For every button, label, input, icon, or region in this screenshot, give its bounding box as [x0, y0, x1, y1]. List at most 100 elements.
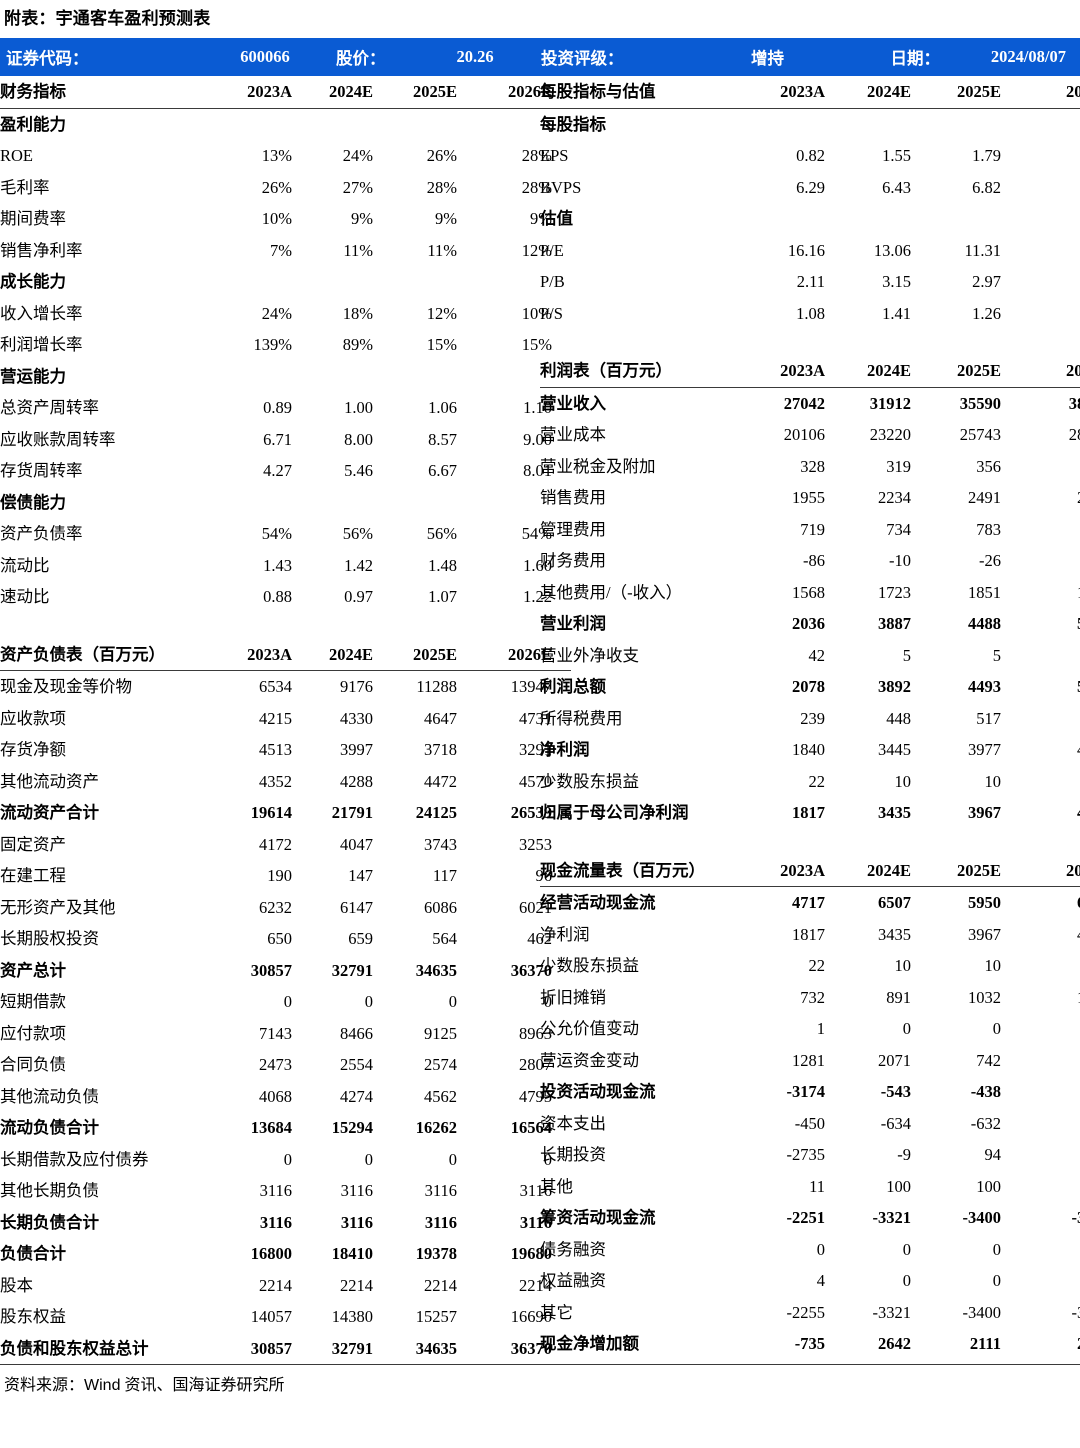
row-value: -634	[880, 1113, 911, 1133]
row-label: 长期借款及应付债券	[0, 1149, 149, 1169]
row-label: 营业外净收支	[540, 645, 639, 665]
source-wind: Wind	[84, 1377, 121, 1394]
row-value: 4570	[519, 771, 552, 791]
row-value: 2642	[878, 1334, 911, 1353]
row-value: 0	[992, 1019, 1001, 1038]
table-row: 总资产周转率 0.89 1.00 1.06 1.10	[0, 392, 571, 424]
row-value: 19680	[510, 1244, 552, 1263]
table-row: BVPS 6.29 6.43 6.82 7.46	[540, 172, 1080, 204]
row-value: 4573	[1013, 919, 1080, 951]
row-value	[745, 108, 833, 140]
row-value: 4215	[259, 708, 292, 728]
table-row: 归属于母公司净利润 1817 3435 3967 4573	[540, 797, 1080, 829]
row-value: 564	[432, 929, 457, 948]
row-value: 3435	[878, 924, 911, 944]
table-row: 投资活动现金流 -3174 -543 -438 -431	[540, 1076, 1080, 1108]
row-value: 56%	[426, 524, 457, 543]
table-row: 营业成本 20106 23220 25743 28067	[540, 419, 1080, 451]
row-value: 22	[808, 771, 826, 791]
cf-col-header-2026e: 2026E	[1013, 854, 1080, 887]
table-row: 利润总额 2078 3892 4493 5178	[540, 671, 1080, 703]
row-value: 462	[527, 929, 552, 948]
row-value: 1.10	[523, 398, 552, 417]
row-value: 11%	[427, 240, 457, 260]
row-value: 8466	[340, 1023, 373, 1043]
row-value: 5173	[1013, 608, 1080, 640]
row-value: 16.16	[787, 240, 825, 260]
row-value: 1.79	[972, 146, 1001, 165]
row-value: 1.00	[344, 398, 373, 417]
row-value: 26%	[261, 177, 292, 197]
row-value: 1.48	[428, 555, 457, 575]
row-value: 8.01	[523, 461, 552, 480]
table-caption: 附表：宇通客车盈利预测表	[4, 9, 211, 28]
row-label: 营运能力	[0, 366, 66, 386]
row-value: 16262	[415, 1118, 457, 1137]
cf-col-header-2025e: 2025E	[921, 854, 1013, 887]
row-value: 6.71	[263, 429, 292, 449]
row-value: -86	[803, 551, 825, 570]
row-value: 18%	[342, 303, 373, 323]
row-value: 659	[348, 929, 373, 948]
row-value: 1.15	[1013, 298, 1080, 330]
row-value: 0	[543, 1149, 552, 1169]
row-value: 4647	[424, 708, 457, 728]
table-row: 流动负债合计 13684 15294 16262 16564	[0, 1112, 571, 1144]
row-value: 328	[800, 456, 825, 476]
row-value: 10	[894, 956, 912, 975]
row-value: 2214	[259, 1275, 292, 1295]
row-value: -3321	[872, 1302, 912, 1322]
row-value: -3174	[786, 1082, 826, 1101]
row-label: 股本	[0, 1275, 33, 1295]
row-label: 财务费用	[540, 551, 606, 570]
row-label: 合同负债	[0, 1055, 66, 1074]
row-value: 21791	[331, 803, 373, 822]
row-value: 4274	[340, 1086, 373, 1106]
row-value: 4583	[1013, 734, 1080, 766]
row-value: 2.07	[1013, 140, 1080, 172]
row-value: 25743	[959, 425, 1001, 444]
row-value: 9176	[340, 677, 373, 696]
row-label: EPS	[540, 146, 569, 165]
bs-col-header-2023a: 2023A	[212, 638, 298, 671]
income-statement-header-row: 利润表（百万元） 2023A 2024E 2025E 2026E	[540, 355, 1080, 388]
row-value	[379, 108, 463, 140]
row-label: 其他流动资产	[0, 771, 99, 791]
ps-col-header-2023a: 2023A	[745, 76, 833, 109]
row-value: 13.06	[873, 240, 911, 260]
table-row: ROE 13% 24% 26% 28%	[0, 140, 571, 172]
table-row: 盈利能力	[0, 108, 571, 140]
row-value	[379, 487, 463, 519]
row-label: 股东权益	[0, 1307, 66, 1326]
row-value	[212, 361, 298, 393]
row-value: 1723	[878, 582, 911, 602]
table-row: 其它 -2255 -3321 -3400 -3500	[540, 1297, 1080, 1329]
row-value: 650	[267, 929, 292, 948]
row-value: 24125	[415, 803, 457, 822]
row-value: 2.71	[1013, 266, 1080, 298]
row-label: 每股指标	[540, 114, 606, 134]
table-row: 应收款项 4215 4330 4647 4731	[0, 703, 571, 735]
row-value: 190	[267, 866, 292, 885]
row-label: 长期投资	[540, 1145, 606, 1164]
table-row: 其他长期负债 3116 3116 3116 3116	[0, 1175, 571, 1207]
row-label: 归属于母公司净利润	[540, 803, 689, 822]
row-value: 2214	[340, 1275, 373, 1295]
row-value: -3400	[962, 1208, 1002, 1227]
cash-flow-header-row: 现金流量表（百万元） 2023A 2024E 2025E 2026E	[540, 854, 1080, 887]
row-label: 营业收入	[540, 393, 606, 413]
row-label: 应付款项	[0, 1023, 66, 1043]
row-value: 1851	[968, 582, 1001, 602]
row-label: 速动比	[0, 587, 50, 606]
row-value	[745, 203, 833, 235]
row-value: 3116	[340, 1212, 373, 1232]
row-label: 存货周转率	[0, 461, 83, 480]
row-value: 2111	[969, 1334, 1001, 1353]
row-value: 5.46	[344, 461, 373, 480]
row-label: 其他流动负债	[0, 1086, 99, 1106]
row-value	[1013, 203, 1080, 235]
row-value: 35590	[959, 393, 1001, 413]
row-value: -3500	[1071, 1208, 1080, 1227]
row-value: 3116	[340, 1181, 373, 1200]
table-row: 权益融资4000	[540, 1265, 1080, 1297]
